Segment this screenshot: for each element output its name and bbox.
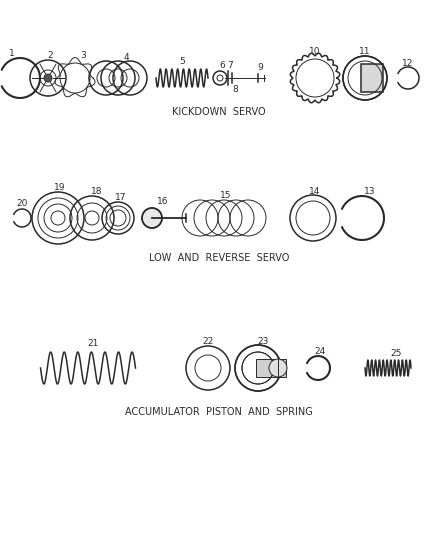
- Text: 6: 6: [219, 61, 225, 70]
- Text: LOW  AND  REVERSE  SERVO: LOW AND REVERSE SERVO: [149, 253, 289, 263]
- Text: 7: 7: [227, 61, 233, 70]
- Text: 13: 13: [364, 188, 376, 197]
- Text: 18: 18: [91, 188, 103, 197]
- Text: 3: 3: [80, 52, 86, 61]
- Text: 4: 4: [123, 52, 129, 61]
- Text: 12: 12: [403, 59, 413, 68]
- Text: 24: 24: [314, 346, 325, 356]
- Text: 19: 19: [54, 183, 66, 192]
- Circle shape: [269, 359, 287, 377]
- Text: 14: 14: [309, 187, 321, 196]
- Text: 2: 2: [47, 52, 53, 61]
- Text: 1: 1: [9, 49, 15, 58]
- Text: 23: 23: [257, 336, 268, 345]
- Text: 16: 16: [157, 198, 169, 206]
- Text: 25: 25: [390, 350, 402, 359]
- Circle shape: [44, 74, 52, 82]
- Bar: [361, 64, 383, 92]
- Text: 15: 15: [220, 191, 232, 200]
- Text: 11: 11: [359, 47, 371, 56]
- Circle shape: [142, 208, 162, 228]
- Text: 22: 22: [202, 337, 214, 346]
- Text: 17: 17: [115, 193, 127, 203]
- Text: 21: 21: [87, 340, 99, 349]
- Text: 5: 5: [179, 58, 185, 67]
- Text: KICKDOWN  SERVO: KICKDOWN SERVO: [172, 107, 266, 117]
- Bar: [256, 359, 286, 377]
- Text: 20: 20: [16, 199, 28, 208]
- Text: 8: 8: [232, 85, 238, 94]
- Text: 10: 10: [309, 46, 321, 55]
- Text: 9: 9: [257, 63, 263, 72]
- Text: ACCUMULATOR  PISTON  AND  SPRING: ACCUMULATOR PISTON AND SPRING: [125, 407, 313, 417]
